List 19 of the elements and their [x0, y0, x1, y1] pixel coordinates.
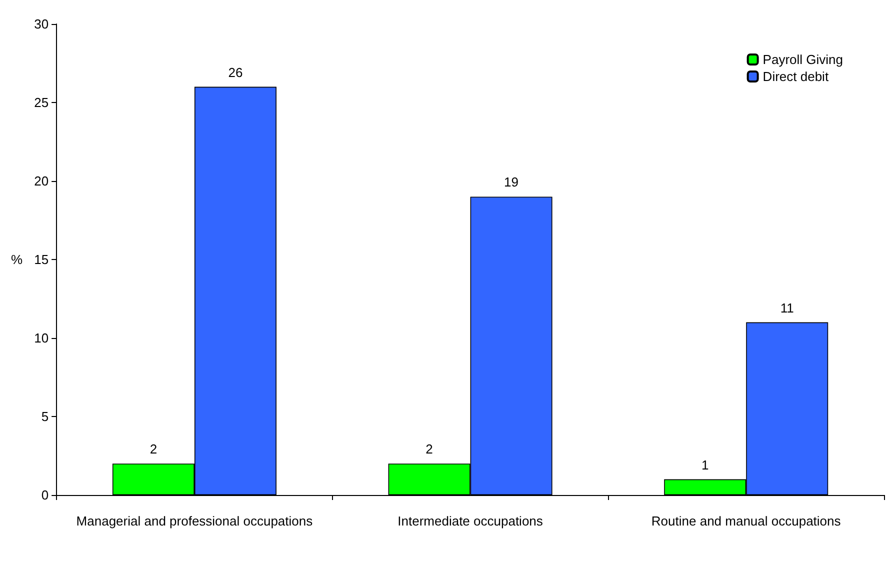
y-tick-label: 0 [41, 488, 49, 502]
y-tick-label: 15 [34, 252, 49, 267]
data-label: 2 [426, 442, 433, 457]
x-tick-label: Routine and manual occupations [651, 514, 842, 528]
y-tick-label: 30 [34, 16, 49, 32]
data-label: 1 [701, 457, 709, 472]
data-label: 19 [504, 174, 519, 190]
data-label: 2 [150, 442, 158, 457]
data-label: 26 [228, 64, 243, 80]
y-tick-label: 10 [34, 330, 49, 346]
x-tick-label: Managerial and professional occupations [76, 514, 314, 528]
legend-label: Payroll Giving [762, 52, 844, 67]
y-tick-label: 25 [34, 95, 49, 110]
data-label: 11 [780, 300, 794, 316]
y-tick-label: 5 [41, 409, 49, 424]
y-axis-title: % [10, 252, 23, 267]
x-tick-label: Intermediate occupations [398, 514, 544, 528]
legend-label: Direct debit [762, 69, 829, 84]
y-tick-label: 20 [34, 174, 49, 188]
